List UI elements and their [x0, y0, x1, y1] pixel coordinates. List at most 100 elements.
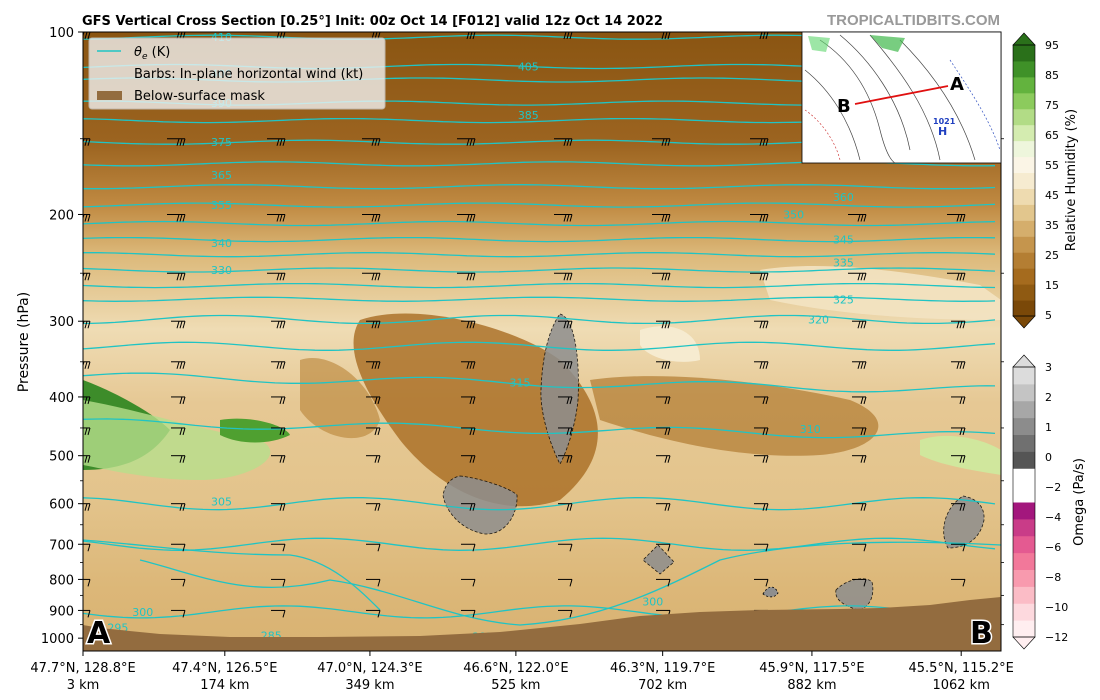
wind-barb-flag	[279, 427, 283, 436]
wind-barb-flag	[566, 455, 570, 463]
wind-barb-flag	[472, 321, 476, 329]
wind-barb-flag	[860, 214, 864, 222]
omega-colorbar-tick: −4	[1045, 511, 1061, 524]
wind-barb-flag	[179, 427, 183, 436]
theta-e-label: 305	[211, 495, 232, 508]
wind-barb-flag	[962, 455, 966, 463]
theta-e-label: 375	[211, 136, 232, 149]
wind-barb-flag	[179, 273, 183, 281]
wind-barb-flag	[667, 427, 671, 436]
endpoint-b-label: B	[970, 616, 993, 651]
omega-colorbar-segment	[1013, 468, 1035, 486]
rh-colorbar-segment	[1013, 156, 1035, 174]
wind-barb-flag	[661, 214, 665, 222]
inset-label-a: A	[950, 74, 964, 95]
wind-barb-flag	[563, 214, 567, 222]
wind-barb-flag	[87, 138, 91, 146]
wind-barb-flag	[179, 503, 183, 511]
rh-dry-band	[590, 376, 879, 456]
theta-e-label: 405	[518, 60, 539, 73]
omega-colorbar-frame	[1012, 366, 1036, 638]
wind-barb-flag	[860, 427, 864, 436]
wind-barb-flag	[765, 579, 769, 587]
wind-barb-flag	[962, 396, 966, 405]
theta-e-label: 335	[833, 256, 854, 269]
wind-barb-flag	[566, 361, 570, 369]
wind-barb-flag	[664, 427, 668, 436]
theta-e-line	[83, 418, 996, 439]
wind-barb-flag	[182, 273, 186, 281]
wind-barb-flag	[863, 396, 867, 405]
wind-barb-flag	[765, 503, 769, 511]
wind-barb-flag	[962, 579, 966, 587]
wind-barb-flag	[863, 544, 867, 552]
wind-barb-flag	[472, 579, 476, 587]
wind-barb-flag	[956, 214, 960, 222]
wind-barb-flag	[87, 32, 91, 40]
wind-barb-flag	[959, 427, 963, 436]
wind-barb-flag	[962, 427, 966, 436]
wind-barb-flag	[759, 273, 763, 281]
theta-e-label: 360	[833, 191, 854, 204]
theta-e-line	[139, 541, 1001, 626]
wind-barb-flag	[87, 427, 91, 436]
wind-barb-flag	[472, 32, 476, 40]
x-tick-label-distance: 1062 km	[932, 678, 989, 693]
wind-barb-flag	[863, 214, 867, 222]
wind-barb-flag	[863, 579, 867, 587]
wind-barb-flag	[863, 361, 867, 369]
wind-barb-flag	[84, 138, 88, 146]
wind-barb-flag	[87, 396, 91, 405]
wind-barb-flag	[87, 455, 91, 463]
wind-barb-flag	[661, 32, 665, 40]
theta-e-line	[83, 539, 381, 611]
rh-colorbar-segment	[1013, 140, 1035, 158]
wind-barb-flag	[563, 361, 567, 369]
wind-barb-flag	[374, 321, 378, 329]
wind-barb-flag	[569, 396, 573, 405]
wind-barb-flag	[469, 138, 473, 146]
wind-barb-flag	[182, 579, 186, 587]
y-tick-label: 100	[49, 26, 74, 41]
wind-barb-flag	[469, 361, 473, 369]
wind-barb-flag	[857, 273, 861, 281]
omega-colorbar-segment	[1013, 502, 1035, 520]
omega-patch-4	[943, 495, 985, 549]
wind-barb-flag	[664, 503, 668, 511]
wind-barb-flag	[762, 361, 766, 369]
wind-barb-flag	[664, 273, 668, 281]
wind-barb-flag	[282, 503, 286, 511]
inset-isobar-1	[819, 39, 896, 164]
rh-colorbar-segment	[1013, 284, 1035, 301]
wind-barb-flag	[182, 321, 186, 329]
wind-barb-flag	[667, 273, 671, 281]
wind-barb-flag	[860, 361, 864, 369]
y-tick-label: 1000	[41, 632, 74, 647]
omega-patch-1	[540, 313, 579, 465]
wind-barb-flag	[179, 396, 183, 405]
wind-barb-flag	[469, 427, 473, 436]
wind-barb-flag	[282, 214, 286, 222]
x-tick-label-latlon: 46.6°N, 122.0°E	[463, 661, 568, 676]
omega-patch-2	[442, 475, 518, 535]
wind-barb-flag	[282, 455, 286, 463]
theta-e-label: 325	[833, 293, 854, 306]
wind-barb-flag	[179, 214, 183, 222]
theta-e-label: 330	[211, 264, 232, 277]
wind-barb-flag	[857, 214, 861, 222]
wind-barb-flag	[959, 361, 963, 369]
omega-colorbar-segment	[1013, 535, 1035, 554]
wind-barb-flag	[279, 273, 283, 281]
wind-barb-flag	[377, 396, 381, 405]
legend-mask-label: Below-surface mask	[134, 89, 265, 104]
inset-pressure-value: 1021	[933, 117, 956, 126]
wind-barb-flag	[566, 138, 570, 146]
theta-e-label: 310	[800, 423, 821, 436]
wind-barb-flag	[664, 361, 668, 369]
omega-colorbar-segment	[1013, 603, 1035, 621]
wind-barb-flag	[282, 610, 286, 618]
theta-e-line	[83, 252, 996, 258]
x-axis: 47.7°N, 128.8°E 3 km 47.4°N, 126.5°E 174 km…	[30, 651, 1014, 693]
wind-barb-flag	[83, 214, 85, 220]
wind-barb-flag	[83, 138, 85, 145]
